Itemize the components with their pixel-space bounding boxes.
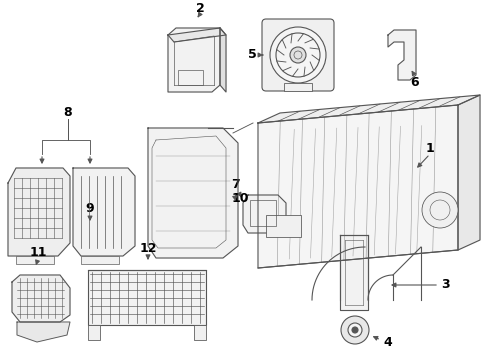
Bar	[284, 83, 312, 91]
Text: 8: 8	[64, 105, 73, 118]
Bar	[178, 70, 203, 85]
Circle shape	[270, 27, 326, 83]
Polygon shape	[8, 168, 70, 256]
Polygon shape	[220, 28, 226, 92]
Text: 12: 12	[139, 242, 157, 255]
Circle shape	[341, 316, 369, 344]
Bar	[81, 256, 119, 264]
Polygon shape	[73, 168, 135, 256]
Polygon shape	[17, 322, 70, 342]
Polygon shape	[258, 105, 458, 268]
Circle shape	[422, 192, 458, 228]
Circle shape	[348, 323, 362, 337]
Text: 6: 6	[411, 76, 419, 89]
Polygon shape	[243, 195, 286, 233]
Text: 7: 7	[231, 179, 240, 192]
Polygon shape	[388, 30, 416, 80]
Polygon shape	[12, 275, 70, 322]
Polygon shape	[340, 235, 368, 310]
Polygon shape	[258, 95, 480, 123]
Bar	[194, 325, 206, 340]
Polygon shape	[148, 128, 238, 258]
Text: 2: 2	[196, 1, 204, 14]
Polygon shape	[168, 28, 226, 42]
Bar	[88, 325, 100, 340]
Text: 9: 9	[86, 202, 94, 216]
Circle shape	[290, 47, 306, 63]
Polygon shape	[168, 28, 220, 92]
Bar	[250, 200, 276, 226]
Text: 4: 4	[384, 337, 392, 350]
Text: 11: 11	[29, 246, 47, 258]
Polygon shape	[458, 95, 480, 250]
Text: 5: 5	[247, 49, 256, 62]
Circle shape	[352, 327, 358, 333]
Bar	[16, 256, 54, 264]
Text: 10: 10	[231, 192, 249, 204]
Bar	[88, 270, 206, 325]
Text: 3: 3	[441, 279, 449, 292]
Bar	[266, 215, 301, 237]
FancyBboxPatch shape	[262, 19, 334, 91]
Text: 1: 1	[426, 141, 434, 154]
